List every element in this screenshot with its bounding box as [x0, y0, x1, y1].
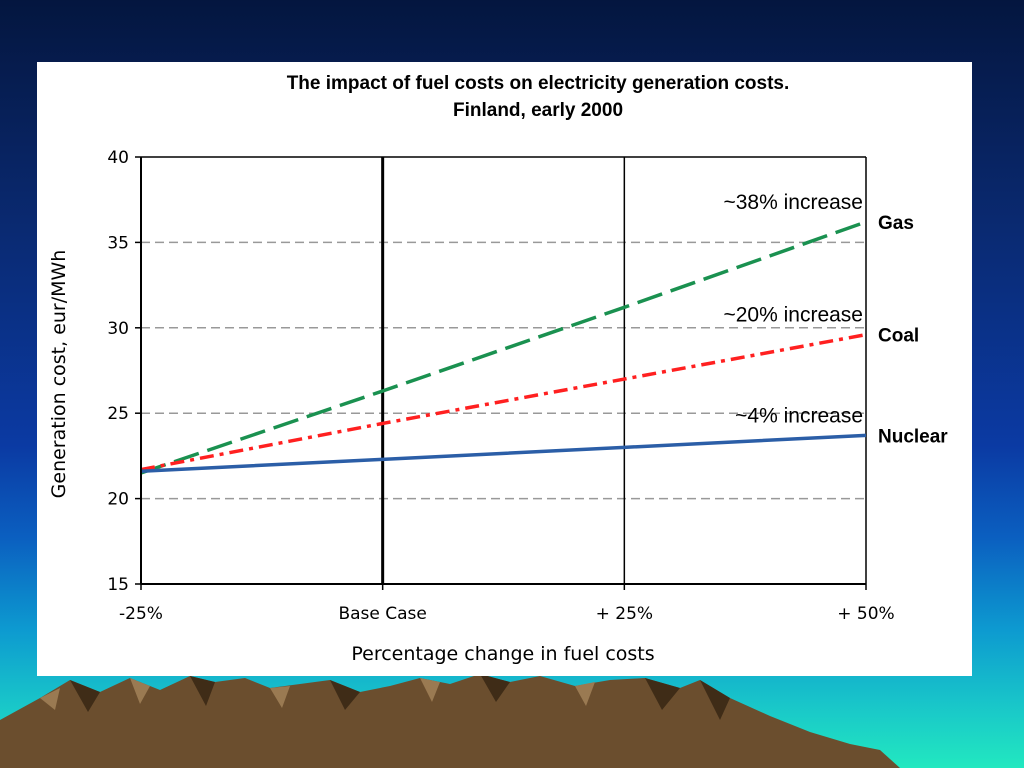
- annotations: ~38% increase ~20% increase ~4% increase: [723, 191, 863, 427]
- x-tick-label: + 50%: [837, 604, 894, 624]
- x-tick-labels: -25% Base Case + 25% + 50%: [119, 584, 895, 624]
- chart-subtitle: Finland, early 2000: [453, 100, 623, 121]
- y-axis-title: Generation cost, eur/MWh: [48, 250, 70, 499]
- series-label-gas: Gas: [878, 213, 914, 234]
- series-line-coal: [140, 332, 867, 472]
- y-tick-label: 15: [107, 575, 129, 595]
- mountain-shadow: [70, 674, 730, 720]
- y-tick-label: 40: [107, 148, 129, 168]
- gridlines: [141, 241, 866, 500]
- chart-panel: The impact of fuel costs on electricity …: [37, 62, 972, 676]
- series-line-gas: [140, 220, 867, 475]
- series-label-nuclear: Nuclear: [878, 426, 948, 447]
- mountain-range-decoration: [0, 674, 900, 768]
- y-tick-label: 35: [107, 233, 129, 253]
- annotation-gas: ~38% increase: [723, 191, 863, 214]
- category-dividers: [381, 157, 867, 584]
- series-label-coal: Coal: [878, 326, 919, 347]
- x-tick-label: -25%: [119, 604, 163, 624]
- series-lines: [140, 220, 867, 475]
- y-tick-label: 30: [107, 319, 129, 339]
- mountain-silhouette: [0, 674, 900, 768]
- y-tick-label: 25: [107, 404, 129, 424]
- line-chart: The impact of fuel costs on electricity …: [48, 73, 948, 665]
- series-labels: Gas Coal Nuclear: [878, 213, 948, 447]
- x-tick-label: + 25%: [596, 604, 653, 624]
- chart-title: The impact of fuel costs on electricity …: [287, 73, 790, 94]
- y-tick-label: 20: [107, 490, 129, 510]
- x-tick-label: Base Case: [338, 604, 426, 624]
- x-axis-title: Percentage change in fuel costs: [351, 643, 654, 665]
- y-tick-labels: 15 20 25 30 35 40: [107, 148, 141, 595]
- annotation-coal: ~20% increase: [723, 304, 863, 327]
- series-line-nuclear: [140, 433, 867, 474]
- annotation-nuclear: ~4% increase: [735, 404, 863, 427]
- axes: [140, 156, 866, 585]
